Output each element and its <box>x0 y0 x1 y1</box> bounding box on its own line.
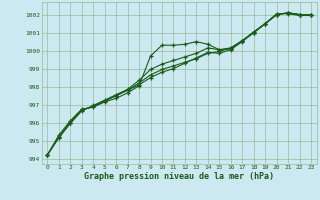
X-axis label: Graphe pression niveau de la mer (hPa): Graphe pression niveau de la mer (hPa) <box>84 172 274 181</box>
